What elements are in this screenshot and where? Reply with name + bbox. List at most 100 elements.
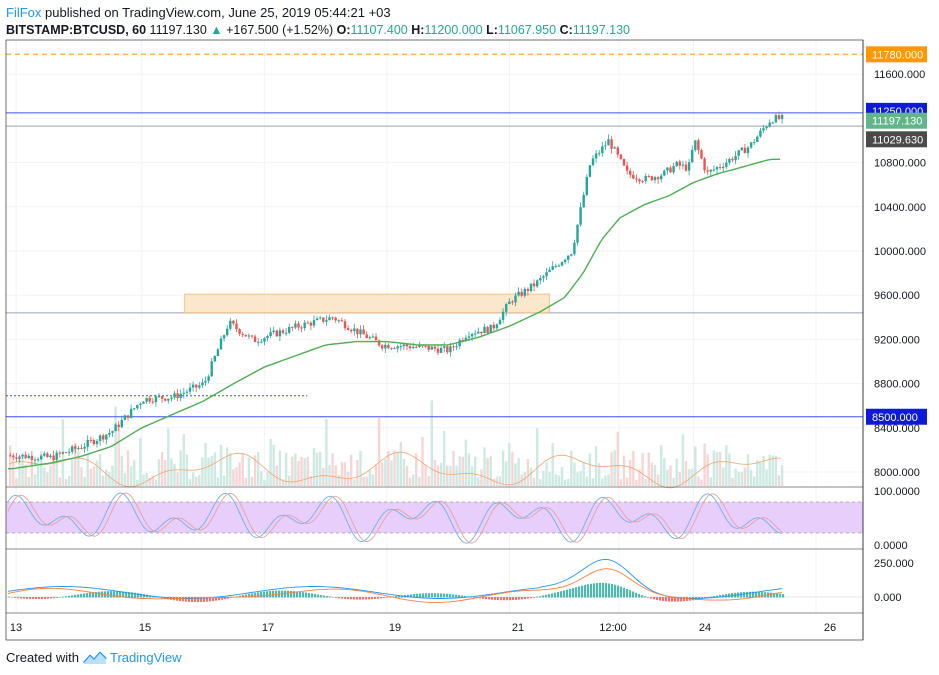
candle-body [666, 167, 669, 171]
macd-histogram-bar [560, 591, 563, 598]
macd-histogram-bar [494, 597, 497, 600]
volume-bar [21, 452, 24, 486]
candle-body [737, 150, 740, 156]
stochastic-pane [6, 492, 863, 544]
candle-body [384, 344, 387, 349]
volume-bar [126, 450, 130, 486]
candle-body [346, 328, 350, 331]
volume-bar [182, 433, 185, 486]
macd-histogram-bar [227, 597, 230, 599]
tradingview-link[interactable]: TradingView [109, 650, 182, 665]
volume-bar [759, 461, 762, 486]
volume-bar [753, 476, 756, 486]
volume-bar [120, 455, 123, 486]
volume-bar [570, 450, 573, 486]
volume-bar [272, 444, 275, 486]
macd-histogram-bar [602, 582, 605, 598]
macd-histogram-bar [290, 590, 293, 598]
volume-bar [436, 465, 440, 486]
ma-line [8, 158, 780, 470]
volume-bar [300, 456, 303, 486]
macd-histogram-bar [749, 591, 752, 598]
candle-body [160, 396, 164, 399]
macd-histogram-bar [140, 593, 143, 598]
volume-bar [312, 448, 316, 486]
volume-bar [765, 469, 768, 486]
candle-body [359, 329, 362, 335]
candle-body [253, 336, 257, 343]
candle-body [700, 150, 703, 159]
candle-body [501, 311, 505, 320]
volume-bar [715, 452, 719, 486]
candle-body [80, 448, 83, 450]
macd-histogram-bar [422, 593, 425, 598]
volume-bar [697, 476, 700, 486]
volume-bar [381, 462, 384, 486]
candle-body [18, 456, 21, 459]
volume-bar [58, 477, 61, 486]
macd-histogram-bar [308, 593, 311, 598]
macd-histogram-bar [590, 583, 593, 598]
macd-histogram-bar [89, 592, 92, 598]
candle-body [12, 455, 15, 458]
macd-histogram-bar [632, 591, 635, 598]
macd-histogram-bar [608, 583, 611, 598]
macd-histogram-bar [128, 591, 131, 598]
candle-body [474, 333, 477, 335]
candle-body [377, 340, 381, 346]
volume-bar [501, 450, 505, 486]
candle-body [74, 446, 77, 449]
candle-body [774, 115, 778, 123]
candle-body [660, 175, 663, 180]
macd-histogram-bar [209, 597, 212, 602]
candle-body [201, 382, 204, 386]
volume-bar [545, 462, 548, 486]
candle-body [430, 346, 433, 350]
macd-histogram-bar [86, 593, 89, 598]
volume-bar [520, 474, 523, 486]
volume-bar [461, 456, 464, 486]
macd-histogram-bar [674, 597, 677, 602]
macd-histogram-bar [98, 591, 101, 598]
macd-histogram-bar [143, 594, 146, 598]
volume-bar [780, 465, 784, 486]
author-link[interactable]: FilFox [6, 5, 42, 20]
high-label: H: [411, 23, 425, 37]
price-tick-label: 11600.000 [874, 69, 925, 81]
price-tick-label: 10000.000 [874, 246, 926, 258]
candle-body [405, 344, 409, 347]
candle-body [545, 272, 548, 277]
volume-bar [142, 474, 145, 486]
macd-histogram-bar [680, 597, 683, 602]
macd-histogram-bar [254, 592, 257, 598]
volume-bar [579, 471, 582, 486]
volume-bar [229, 453, 232, 486]
candle-body [179, 393, 182, 399]
macd-histogram-bar [707, 597, 710, 598]
macd-histogram-bar [473, 597, 476, 598]
macd-histogram-bar [719, 595, 722, 598]
volume-bar [470, 466, 474, 486]
volume-bar [576, 472, 579, 486]
candle-body [455, 346, 458, 348]
candle-body [210, 361, 213, 377]
candle-body [139, 403, 142, 406]
time-tick-label: 24 [699, 622, 711, 634]
volume-bar [133, 460, 136, 486]
symbol-label[interactable]: BITSTAMP:BTCUSD, 60 [6, 23, 147, 37]
candle-body [570, 254, 573, 256]
candle-body [303, 322, 306, 329]
volume-bar [424, 465, 427, 486]
volume-bar [235, 467, 238, 486]
candle-body [489, 324, 492, 333]
macd-histogram-bar [482, 597, 485, 599]
candle-body [374, 336, 378, 341]
macd-histogram-bar [761, 591, 764, 598]
macd-histogram-bar [377, 597, 380, 599]
candle-body [511, 301, 514, 303]
macd-histogram-bar [671, 597, 674, 602]
supply-zone [184, 293, 550, 314]
volume-bar [656, 474, 660, 486]
macd-histogram-bar [92, 592, 95, 598]
